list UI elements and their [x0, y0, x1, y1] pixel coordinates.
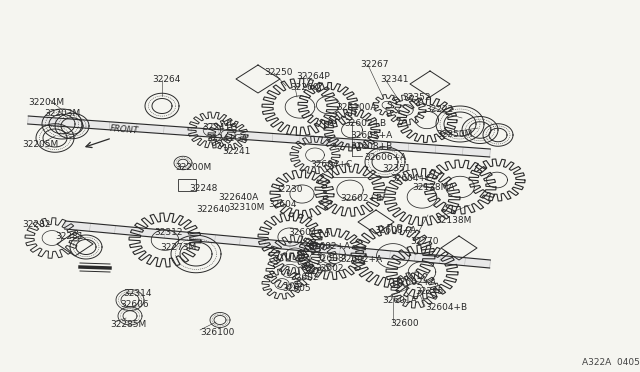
- Text: 32608+A: 32608+A: [374, 226, 416, 235]
- Text: 32270: 32270: [410, 237, 438, 246]
- Text: 32605+A: 32605+A: [350, 131, 392, 140]
- Text: 32602+B: 32602+B: [344, 119, 386, 128]
- Text: 32273M: 32273M: [160, 243, 196, 252]
- Text: 32601A: 32601A: [382, 296, 417, 305]
- Text: 32241G: 32241G: [202, 123, 237, 132]
- Text: 32138MA: 32138MA: [412, 183, 454, 192]
- Text: 32352: 32352: [402, 93, 431, 102]
- Text: 32608: 32608: [315, 254, 344, 263]
- Text: 32241: 32241: [222, 147, 250, 156]
- Text: 32605: 32605: [282, 284, 310, 293]
- Text: 32285M: 32285M: [110, 320, 147, 329]
- Text: 32602+B: 32602+B: [340, 194, 382, 203]
- Text: 32604: 32604: [268, 200, 296, 209]
- Text: A322A  0405: A322A 0405: [582, 358, 640, 367]
- Text: 32200M: 32200M: [175, 163, 211, 172]
- Text: 32138M: 32138M: [435, 216, 472, 225]
- Text: 32260: 32260: [290, 83, 319, 92]
- Text: 32351: 32351: [382, 164, 411, 173]
- Text: 326100: 326100: [200, 328, 234, 337]
- Text: 32600: 32600: [390, 319, 419, 328]
- Text: 32604+C: 32604+C: [390, 174, 432, 183]
- Text: 32203M: 32203M: [44, 109, 80, 118]
- Text: 32205M: 32205M: [22, 140, 58, 149]
- Text: 322640: 322640: [196, 205, 230, 214]
- Text: 32222: 32222: [425, 105, 453, 114]
- Text: 32245: 32245: [415, 287, 444, 296]
- Text: 32281: 32281: [55, 232, 83, 241]
- Text: 32282: 32282: [22, 220, 51, 229]
- Text: 32350M: 32350M: [436, 130, 472, 139]
- Text: 32602+A: 32602+A: [308, 242, 350, 251]
- Text: 32264: 32264: [152, 75, 180, 84]
- Text: 32604+A: 32604+A: [288, 228, 330, 237]
- Text: 32204M: 32204M: [28, 98, 64, 107]
- Polygon shape: [65, 221, 490, 268]
- Text: 32604+C: 32604+C: [310, 160, 352, 169]
- Text: 32248: 32248: [189, 184, 218, 193]
- Text: 32264P: 32264P: [296, 72, 330, 81]
- Text: 32606+A: 32606+A: [364, 153, 406, 162]
- Text: 32602: 32602: [290, 273, 319, 282]
- Text: 322640A: 322640A: [218, 193, 259, 202]
- Text: 32604+B: 32604+B: [425, 303, 467, 312]
- Text: FRONT: FRONT: [110, 124, 140, 135]
- Text: 32602+A: 32602+A: [394, 278, 436, 287]
- Polygon shape: [28, 116, 490, 157]
- Text: 32608+B: 32608+B: [350, 142, 392, 151]
- Text: 32241GA: 32241GA: [206, 134, 248, 143]
- Text: 32602: 32602: [315, 264, 344, 273]
- Text: 32230: 32230: [274, 185, 303, 194]
- Text: 32606: 32606: [120, 300, 148, 309]
- Text: 32267: 32267: [360, 60, 388, 69]
- Text: 32341: 32341: [380, 75, 408, 84]
- Text: 32250: 32250: [264, 68, 292, 77]
- Bar: [178, 179, 196, 191]
- Text: 32312: 32312: [154, 228, 182, 237]
- Text: 326100A: 326100A: [336, 103, 376, 112]
- Text: 32602+A: 32602+A: [340, 255, 382, 264]
- Text: 32314: 32314: [123, 289, 152, 298]
- Text: 32310M: 32310M: [228, 203, 264, 212]
